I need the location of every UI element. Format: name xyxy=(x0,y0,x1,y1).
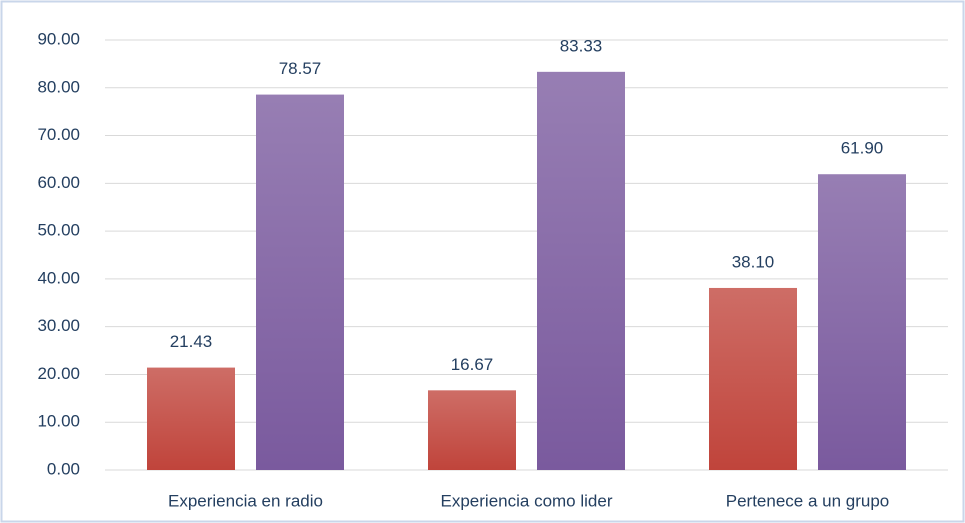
bar xyxy=(537,71,625,471)
bar xyxy=(147,367,235,470)
value-label: 38.10 xyxy=(732,252,775,271)
y-tick-label: 20.00 xyxy=(37,364,80,383)
x-tick-label: Experiencia como lider xyxy=(441,491,613,510)
value-label: 61.90 xyxy=(841,139,884,158)
bar xyxy=(256,94,344,471)
y-tick-label: 80.00 xyxy=(37,77,80,96)
bar xyxy=(709,287,797,470)
x-tick-label: Pertenece a un grupo xyxy=(726,491,890,510)
y-tick-label: 10.00 xyxy=(37,412,80,431)
y-tick-label: 30.00 xyxy=(37,316,80,335)
y-tick-label: 40.00 xyxy=(37,268,80,287)
y-tick-label: 60.00 xyxy=(37,173,80,192)
y-tick-label: 70.00 xyxy=(37,125,80,144)
value-label: 16.67 xyxy=(451,355,494,374)
value-label: 83.33 xyxy=(560,36,603,55)
bar xyxy=(818,174,906,470)
bar xyxy=(428,390,516,470)
value-label: 78.57 xyxy=(279,59,322,78)
y-tick-label: 0.00 xyxy=(47,459,80,478)
y-tick-label: 90.00 xyxy=(37,29,80,48)
x-tick-label: Experiencia en radio xyxy=(168,491,323,510)
y-tick-label: 50.00 xyxy=(37,221,80,240)
value-label: 21.43 xyxy=(170,332,213,351)
